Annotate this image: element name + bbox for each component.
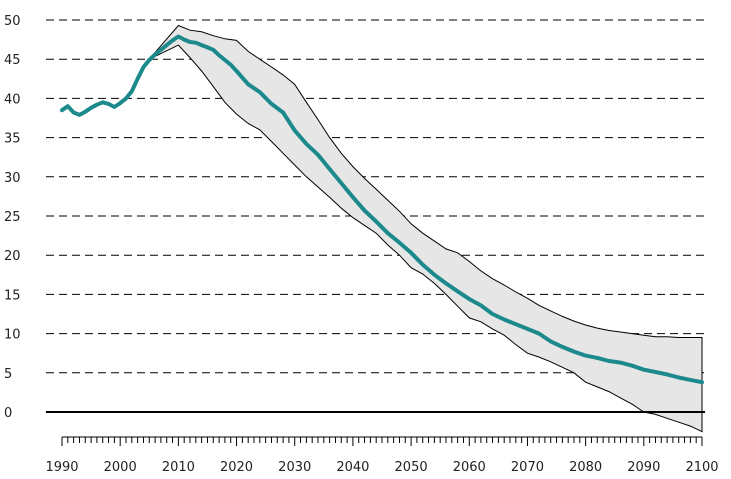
x-tick-label-2060: 2060 [453, 460, 486, 475]
y-tick-label-0: 0 [4, 406, 12, 421]
x-tick-label-2000: 2000 [104, 460, 137, 475]
y-tick-label-10: 10 [4, 328, 21, 343]
x-tick-label-2050: 2050 [395, 460, 428, 475]
x-tick-label-2020: 2020 [220, 460, 253, 475]
y-tick-label-25: 25 [4, 210, 21, 225]
x-tick-label-2030: 2030 [278, 460, 311, 475]
y-tick-label-5: 5 [4, 367, 12, 382]
x-tick-label-2010: 2010 [162, 460, 195, 475]
y-tick-label-35: 35 [4, 132, 21, 147]
x-tick-label-2040: 2040 [336, 460, 369, 475]
y-tick-label-30: 30 [4, 171, 21, 186]
central-series-line [60, 34, 704, 385]
x-axis: 1990 2000 2010 2020 2030 2040 2050 2060 2070 2080… [45, 436, 719, 475]
uncertainty-band [148, 24, 703, 433]
x-tick-label-1990: 1990 [45, 460, 78, 475]
y-axis-labels: 0 5 10 15 20 25 30 35 40 45 50 [4, 14, 21, 421]
x-tick-label-2090: 2090 [627, 460, 660, 475]
y-tick-label-15: 15 [4, 288, 21, 303]
x-tick-label-2080: 2080 [569, 460, 602, 475]
y-tick-label-50: 50 [4, 14, 21, 29]
y-tick-label-20: 20 [4, 249, 21, 264]
x-tick-label-2100: 2100 [685, 460, 718, 475]
y-tick-label-40: 40 [4, 92, 21, 107]
x-tick-label-2070: 2070 [511, 460, 544, 475]
y-tick-label-45: 45 [4, 53, 21, 68]
